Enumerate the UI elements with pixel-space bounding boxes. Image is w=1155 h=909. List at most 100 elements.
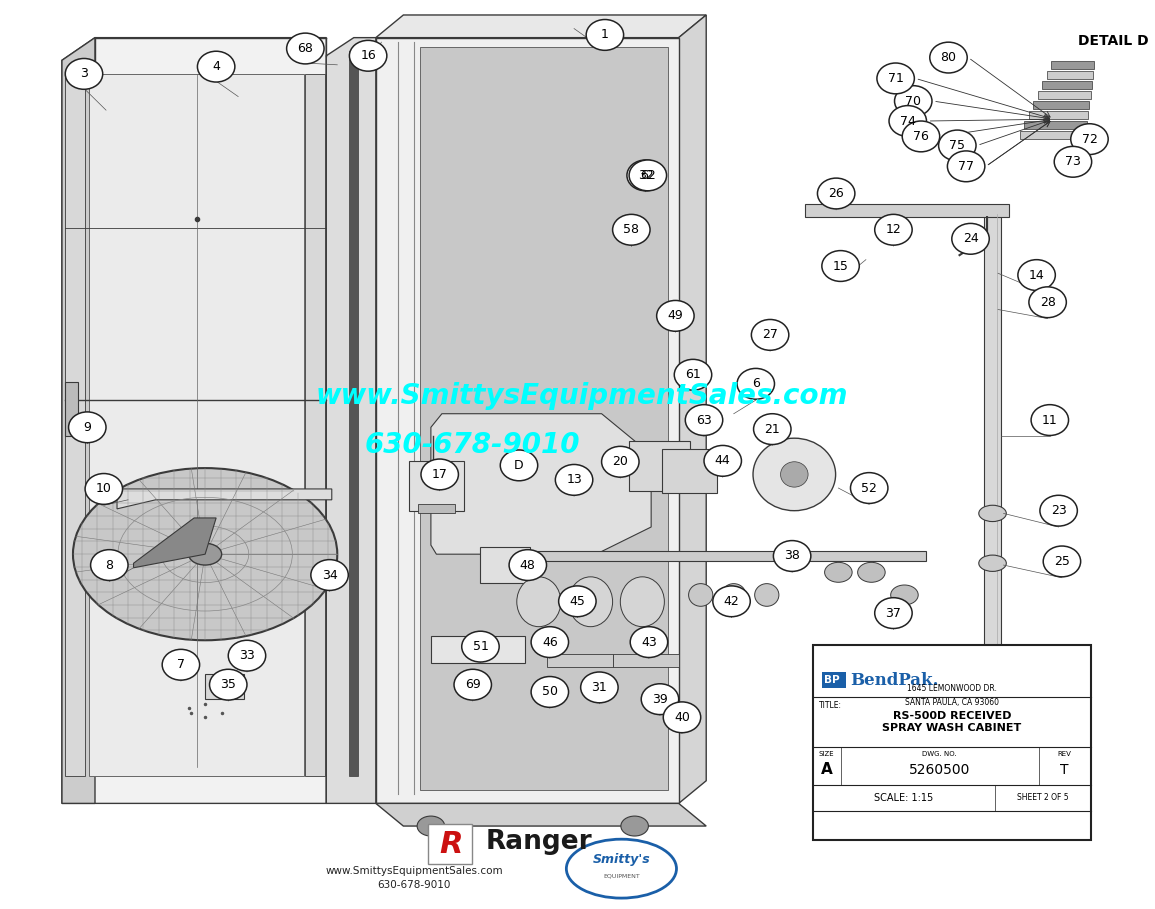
Text: 16: 16	[360, 49, 377, 62]
Circle shape	[657, 301, 694, 331]
Text: 44: 44	[715, 454, 731, 467]
Bar	[822, 672, 847, 688]
Circle shape	[587, 19, 624, 50]
Bar	[546, 654, 612, 667]
Text: 69: 69	[464, 678, 480, 691]
Bar	[431, 635, 524, 663]
Text: D: D	[514, 459, 524, 472]
Text: 3: 3	[80, 67, 88, 80]
Text: 38: 38	[784, 550, 800, 563]
Circle shape	[850, 473, 888, 504]
Text: 27: 27	[762, 328, 778, 342]
Text: 76: 76	[914, 130, 929, 143]
Text: 43: 43	[641, 635, 657, 649]
Text: 21: 21	[765, 423, 780, 435]
Circle shape	[286, 33, 325, 64]
Bar	[1020, 131, 1086, 139]
Text: 5260500: 5260500	[909, 763, 970, 777]
Text: .: .	[582, 839, 586, 849]
Circle shape	[90, 550, 128, 581]
Circle shape	[874, 215, 912, 245]
Bar	[805, 205, 1009, 217]
Text: 74: 74	[900, 115, 916, 127]
Text: 630-678-9010: 630-678-9010	[365, 432, 580, 459]
Text: 68: 68	[297, 42, 313, 55]
Polygon shape	[117, 489, 331, 509]
Circle shape	[753, 414, 791, 445]
Text: BendPak.: BendPak.	[850, 672, 939, 689]
Circle shape	[531, 626, 568, 657]
Ellipse shape	[825, 563, 852, 583]
Text: 35: 35	[221, 678, 236, 691]
Circle shape	[1043, 546, 1081, 577]
Ellipse shape	[417, 816, 445, 836]
Circle shape	[894, 85, 932, 116]
Text: 39: 39	[653, 693, 668, 705]
Polygon shape	[431, 414, 651, 554]
Text: 51: 51	[472, 640, 489, 654]
Bar	[1029, 111, 1088, 119]
Text: 34: 34	[322, 568, 337, 582]
Circle shape	[705, 445, 742, 476]
Text: 9: 9	[83, 421, 91, 434]
Text: TITLE:: TITLE:	[819, 701, 842, 710]
Text: 7: 7	[177, 658, 185, 671]
Circle shape	[663, 702, 701, 733]
Text: 31: 31	[591, 681, 608, 694]
Circle shape	[774, 541, 811, 572]
Circle shape	[531, 676, 568, 707]
Ellipse shape	[781, 462, 808, 487]
Circle shape	[629, 160, 666, 191]
Ellipse shape	[858, 563, 885, 583]
Bar	[418, 504, 455, 514]
Circle shape	[311, 560, 349, 591]
Ellipse shape	[753, 438, 835, 511]
Circle shape	[66, 58, 103, 89]
Text: 13: 13	[566, 474, 582, 486]
Text: DETAIL D: DETAIL D	[1079, 35, 1149, 48]
Bar	[612, 654, 679, 667]
Text: BP: BP	[824, 675, 840, 685]
Text: 17: 17	[432, 468, 448, 481]
Text: 62: 62	[640, 169, 656, 182]
Bar	[305, 74, 326, 776]
Text: www.SmittysEquipmentSales.com: www.SmittysEquipmentSales.com	[326, 866, 504, 876]
Circle shape	[500, 450, 538, 481]
Bar	[1046, 71, 1093, 79]
Circle shape	[209, 669, 247, 700]
Text: SANTA PAULA, CA 93060: SANTA PAULA, CA 93060	[904, 698, 999, 707]
Bar	[984, 215, 1001, 694]
Text: 26: 26	[828, 187, 844, 200]
Text: 71: 71	[888, 72, 903, 85]
Circle shape	[1071, 124, 1108, 155]
Ellipse shape	[568, 577, 612, 626]
Text: 14: 14	[1029, 268, 1044, 282]
Circle shape	[509, 550, 546, 581]
Ellipse shape	[621, 816, 648, 836]
Bar	[420, 46, 668, 790]
Text: 49: 49	[668, 309, 684, 323]
Ellipse shape	[73, 468, 337, 640]
Circle shape	[350, 40, 387, 71]
Polygon shape	[375, 804, 706, 826]
Text: 10: 10	[96, 483, 112, 495]
Circle shape	[874, 598, 912, 628]
Circle shape	[902, 121, 940, 152]
Text: 11: 11	[1042, 414, 1058, 426]
Ellipse shape	[188, 544, 222, 565]
Bar	[508, 551, 926, 562]
Bar	[89, 74, 304, 776]
Bar	[375, 37, 679, 804]
Text: RS-500D RECEIVED
SPRAY WASH CABINET: RS-500D RECEIVED SPRAY WASH CABINET	[882, 712, 1021, 733]
Text: 25: 25	[1055, 554, 1070, 568]
Circle shape	[930, 42, 967, 73]
Ellipse shape	[754, 584, 778, 606]
Ellipse shape	[978, 555, 1006, 572]
Polygon shape	[326, 37, 375, 804]
Circle shape	[675, 359, 711, 390]
Circle shape	[1018, 260, 1056, 291]
Text: 77: 77	[959, 160, 974, 173]
Text: 37: 37	[886, 606, 901, 620]
Circle shape	[631, 626, 668, 657]
Text: T: T	[1060, 763, 1068, 777]
